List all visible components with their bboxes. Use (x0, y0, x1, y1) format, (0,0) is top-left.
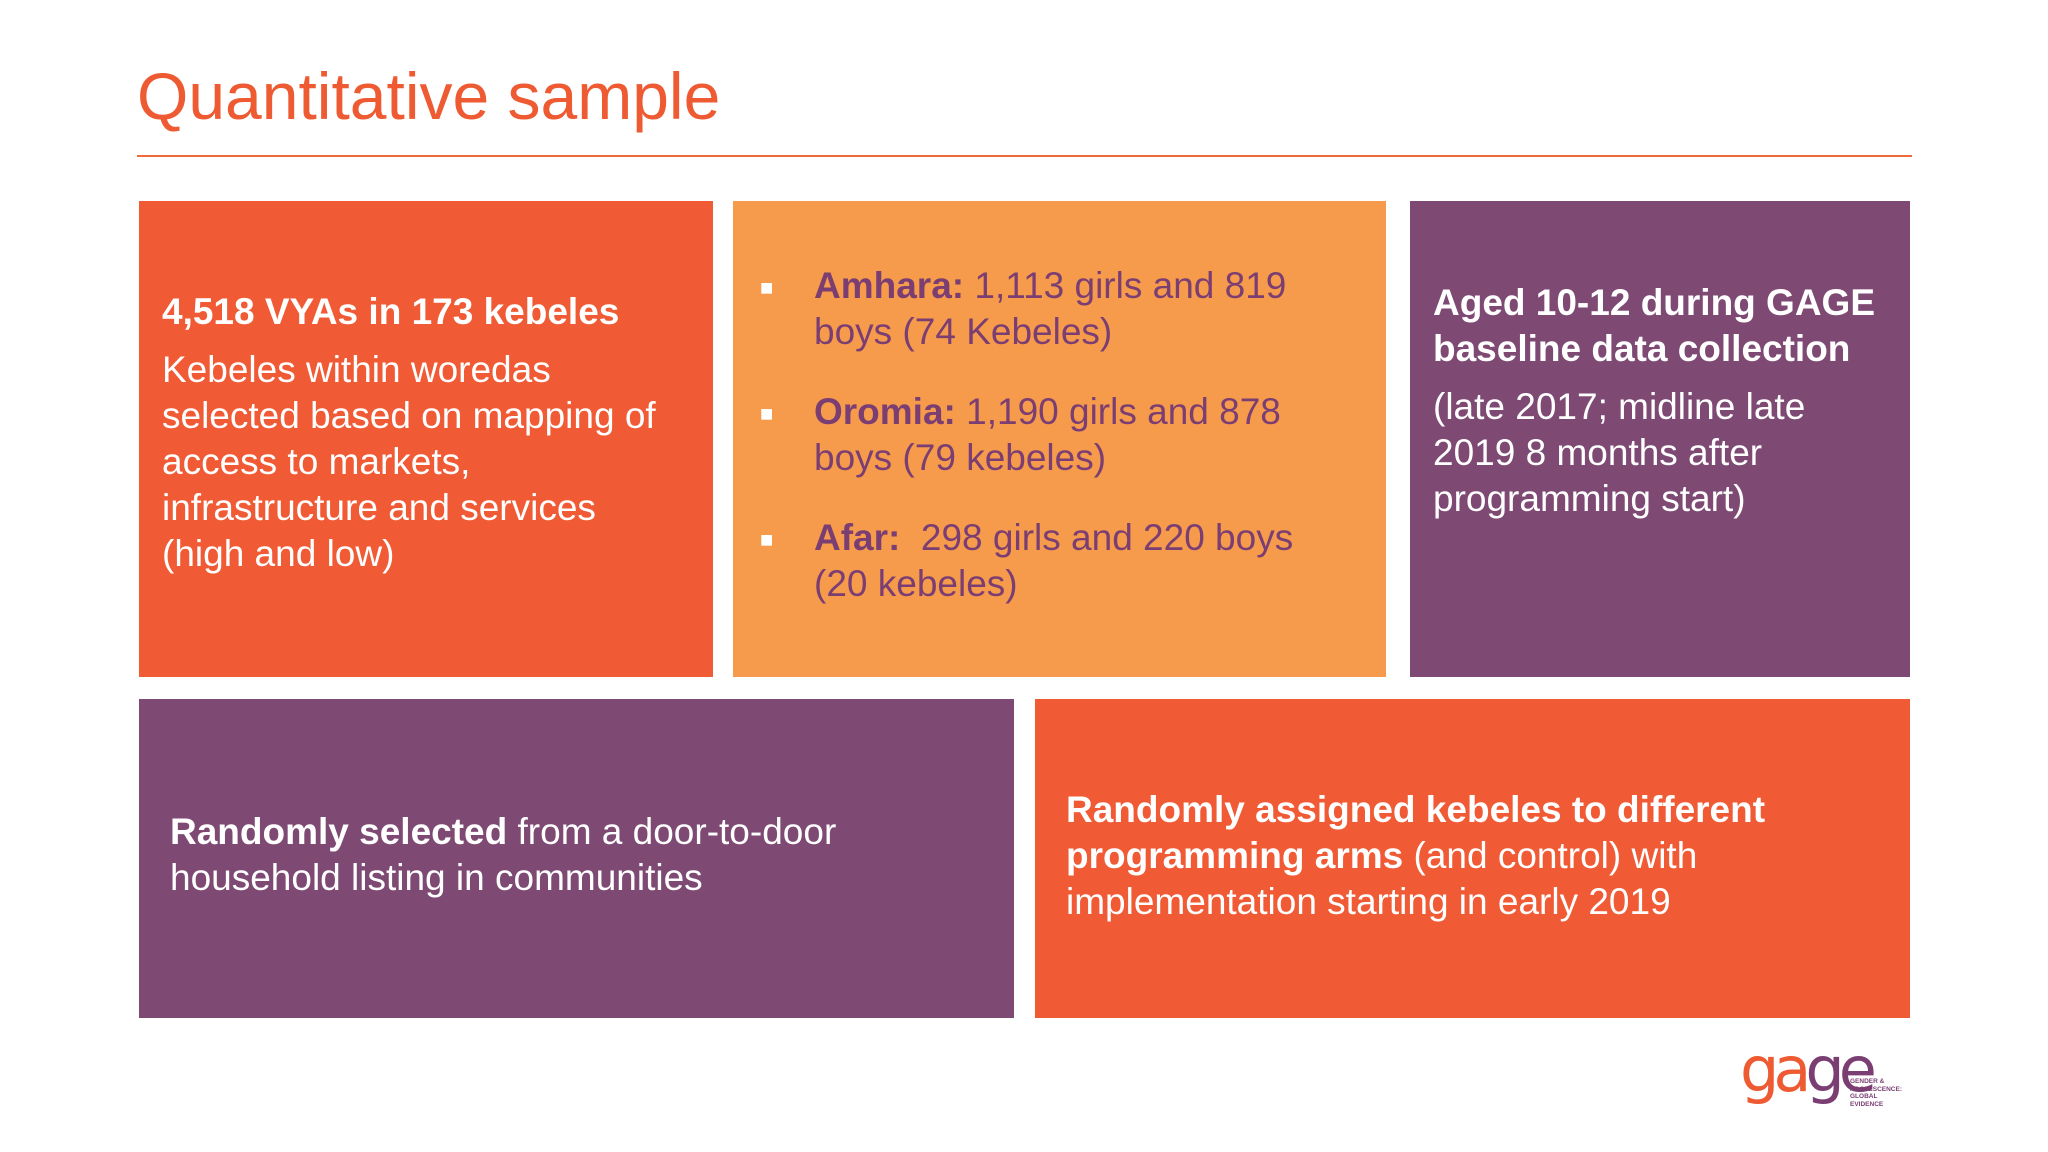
bullet-square-icon: ■ (760, 527, 774, 552)
region-label: Oromia: (814, 391, 956, 432)
logo-word-a: ga (1740, 1033, 1811, 1106)
bullet-oromia: ■ Oromia: 1,190 girls and 878 boys (79 k… (760, 389, 1356, 481)
slide-title: Quantitative sample (137, 59, 721, 133)
region-text: 298 girls and 220 boys (20 kebeles) (814, 517, 1304, 604)
age-box: Aged 10-12 during GAGE baseline data col… (1410, 201, 1910, 677)
sample-size-box: 4,518 VYAs in 173 kebeles Kebeles within… (139, 201, 713, 677)
selection-bold: Randomly selected (170, 811, 508, 852)
logo-tagline-line: EVIDENCE (1850, 1100, 1884, 1108)
bullet-afar: ■ Afar: 298 girls and 220 boys (20 kebel… (760, 515, 1356, 607)
region-text: 1,113 girls and 819 boys (74 Kebeles) (814, 265, 1287, 352)
region-label: Afar: (814, 517, 901, 558)
regions-box: ■ Amhara: 1,113 girls and 819 boys (74 K… (733, 201, 1386, 677)
age-heading: Aged 10-12 during GAGE baseline data col… (1433, 282, 1876, 369)
bullet-amhara: ■ Amhara: 1,113 girls and 819 boys (74 K… (760, 263, 1356, 355)
region-label: Amhara: (814, 265, 965, 306)
logo-tagline-line: GENDER & (1850, 1078, 1885, 1085)
assignment-bold: Randomly assigned kebeles to different p… (1066, 789, 1766, 876)
logo-tagline-line: GLOBAL (1850, 1093, 1878, 1100)
sample-size-body: Kebeles within woredas selected based on… (162, 349, 656, 574)
logo-word-b: ge (1805, 1033, 1876, 1106)
sample-size-heading: 4,518 VYAs in 173 kebeles (162, 291, 620, 332)
selection-rest: from a door-to-door household listing in… (170, 811, 837, 898)
selection-text: Randomly selected from a door-to-door ho… (170, 809, 986, 901)
age-body: (late 2017; midline late 2019 8 months a… (1433, 386, 1806, 519)
assignment-text: Randomly assigned kebeles to different p… (1066, 787, 1882, 925)
title-divider (137, 155, 1912, 157)
assignment-rest: (and control) with implementation starti… (1066, 835, 1698, 922)
selection-box: Randomly selected from a door-to-door ho… (139, 699, 1014, 1018)
region-text: 1,190 girls and 878 boys (79 kebeles) (814, 391, 1281, 478)
logo-tagline: GENDER & ADOLESCENCE: GLOBAL EVIDENCE (1850, 1078, 1902, 1108)
logo-tagline-line: ADOLESCENCE: (1850, 1085, 1903, 1093)
gage-logo: gage GENDER & ADOLESCENCE: GLOBAL EVIDEN… (1740, 1035, 1915, 1115)
bullet-square-icon: ■ (760, 275, 774, 300)
logo-wordmark: gage (1740, 1033, 1877, 1106)
assignment-box: Randomly assigned kebeles to different p… (1035, 699, 1910, 1018)
bullet-square-icon: ■ (760, 401, 774, 426)
